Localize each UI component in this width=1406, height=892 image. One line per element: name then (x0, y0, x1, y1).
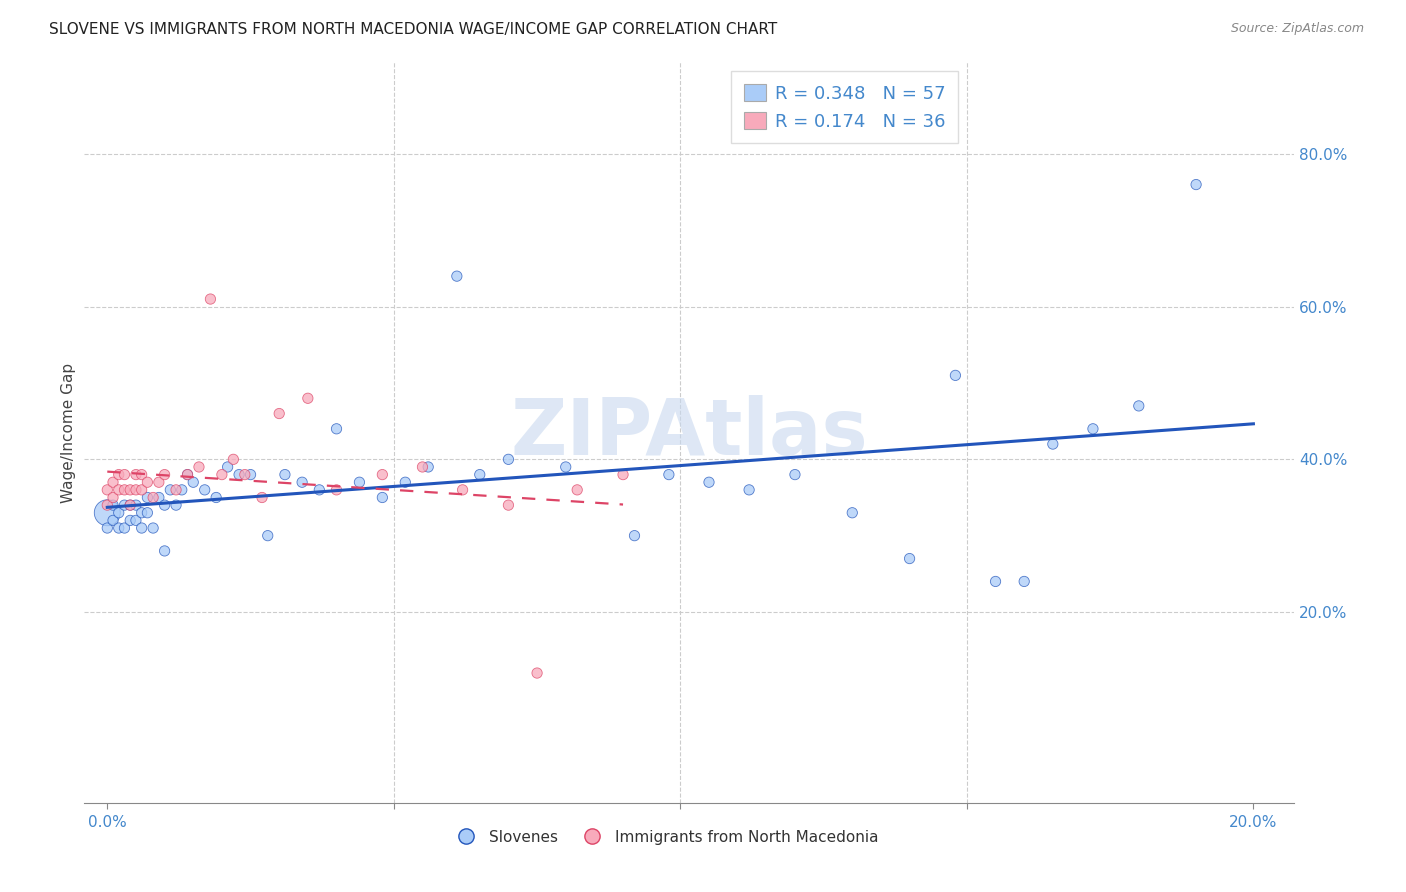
Point (291, 475, 314, 490)
Point (96, 506, 118, 520)
Text: ZIPAtlas: ZIPAtlas (510, 394, 868, 471)
Point (131, 506, 153, 520)
Point (125, 513, 148, 527)
Point (1012, 574, 1035, 589)
Point (153, 467, 176, 482)
Point (222, 452, 245, 467)
Point (526, 666, 548, 681)
Point (165, 483, 187, 497)
Point (325, 422, 347, 436)
Point (738, 483, 761, 497)
Point (217, 460, 239, 475)
Point (498, 498, 520, 512)
Point (165, 498, 187, 512)
Point (142, 491, 165, 505)
Point (418, 460, 440, 475)
Point (96, 521, 118, 535)
Point (567, 483, 589, 497)
Point (114, 467, 136, 482)
Point (1185, 178, 1208, 192)
Point (181, 475, 204, 490)
Point (136, 506, 159, 520)
Point (984, 574, 1007, 589)
Point (269, 407, 291, 421)
Point (498, 452, 520, 467)
Point (125, 498, 148, 512)
Point (170, 483, 193, 497)
Point (120, 498, 142, 512)
Point (945, 368, 967, 383)
Point (205, 491, 228, 505)
Point (841, 506, 863, 520)
Point (898, 551, 921, 566)
Point (297, 391, 319, 405)
Point (148, 491, 170, 505)
Point (200, 292, 222, 306)
Point (101, 475, 124, 490)
Point (107, 506, 129, 520)
Point (107, 467, 129, 482)
Point (308, 483, 330, 497)
Point (101, 513, 124, 527)
Point (136, 475, 159, 490)
Point (120, 483, 142, 497)
Point (131, 483, 153, 497)
Point (239, 467, 262, 482)
Point (114, 498, 136, 512)
Point (325, 483, 347, 497)
Point (1081, 422, 1104, 436)
Point (120, 513, 142, 527)
Point (612, 467, 634, 482)
Point (446, 269, 468, 284)
Text: Source: ZipAtlas.com: Source: ZipAtlas.com (1230, 22, 1364, 36)
Point (349, 475, 371, 490)
Point (451, 483, 474, 497)
Point (274, 467, 297, 482)
Point (153, 544, 176, 558)
Text: SLOVENE VS IMMIGRANTS FROM NORTH MACEDONIA WAGE/INCOME GAP CORRELATION CHART: SLOVENE VS IMMIGRANTS FROM NORTH MACEDON… (49, 22, 778, 37)
Point (228, 467, 250, 482)
Point (176, 467, 198, 482)
Y-axis label: Wage/Income Gap: Wage/Income Gap (60, 362, 76, 503)
Point (131, 521, 153, 535)
Point (101, 498, 124, 512)
Point (125, 467, 148, 482)
Point (658, 467, 681, 482)
Point (554, 460, 576, 475)
Point (256, 529, 278, 543)
Point (131, 467, 153, 482)
Point (188, 460, 211, 475)
Point (250, 491, 273, 505)
Point (468, 467, 491, 482)
Point (136, 491, 159, 505)
Point (176, 467, 198, 482)
Point (107, 521, 129, 535)
Point (114, 483, 136, 497)
Point (142, 521, 165, 535)
Point (697, 475, 720, 490)
Point (120, 498, 142, 512)
Point (114, 521, 136, 535)
Point (1128, 399, 1150, 413)
Point (411, 460, 433, 475)
Point (101, 491, 124, 505)
Point (371, 491, 394, 505)
Point (394, 475, 416, 490)
Point (623, 529, 645, 543)
Point (233, 467, 256, 482)
Point (371, 467, 394, 482)
Point (96, 483, 118, 497)
Point (159, 483, 181, 497)
Point (125, 483, 148, 497)
Point (783, 467, 806, 482)
Point (211, 467, 233, 482)
Legend: Slovenes, Immigrants from North Macedonia: Slovenes, Immigrants from North Macedoni… (446, 823, 884, 851)
Point (148, 475, 170, 490)
Point (107, 483, 129, 497)
Point (96, 498, 118, 512)
Point (194, 483, 217, 497)
Point (153, 498, 176, 512)
Point (1042, 437, 1064, 451)
